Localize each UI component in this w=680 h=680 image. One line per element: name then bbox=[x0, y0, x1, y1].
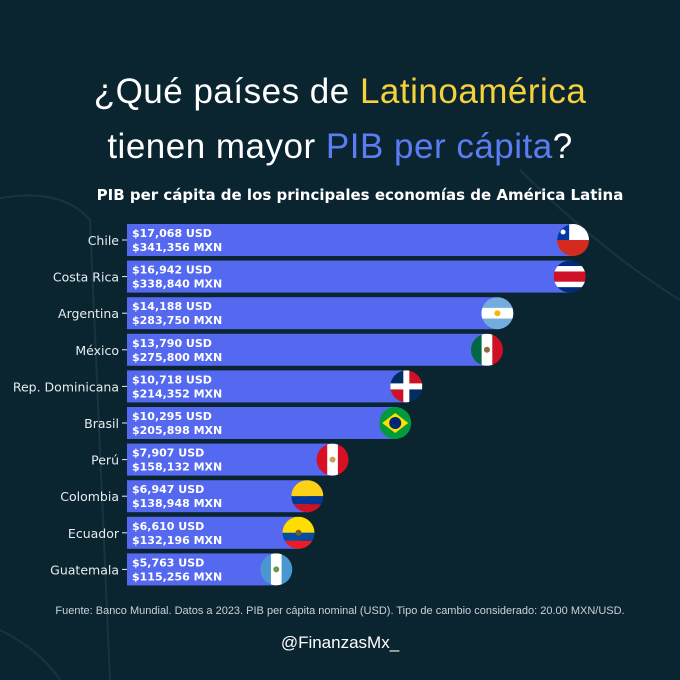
category-label: Brasil bbox=[84, 416, 119, 431]
headline-highlight: PIB per cápita bbox=[325, 127, 553, 166]
bar-row: Chile $17,068 USD$341,356 MXN bbox=[88, 224, 589, 256]
value-label-usd: $17,068 USD bbox=[132, 227, 212, 240]
brazil-flag-icon bbox=[379, 407, 412, 439]
value-label-usd: $13,790 USD bbox=[132, 337, 212, 350]
colombia-flag-icon bbox=[291, 480, 324, 513]
value-label-mxn: $338,840 MXN bbox=[132, 278, 222, 291]
value-label-usd: $16,942 USD bbox=[132, 264, 212, 277]
bar bbox=[127, 370, 409, 403]
ecuador-flag-icon bbox=[282, 516, 315, 549]
bar bbox=[127, 553, 279, 586]
social-handle: @FinanzasMx_ bbox=[280, 633, 400, 652]
category-label: Perú bbox=[91, 453, 119, 468]
bar bbox=[127, 516, 301, 549]
category-label: Costa Rica bbox=[53, 270, 119, 285]
bar-row: México $13,790 USD$275,800 MXN bbox=[75, 333, 503, 366]
chile-flag-icon bbox=[557, 224, 589, 256]
headline-highlight: Latinoamérica bbox=[359, 72, 587, 111]
category-label: Argentina bbox=[58, 306, 119, 321]
category-label: Chile bbox=[88, 233, 120, 248]
bar-row: Ecuador $6,610 USD$132,196 MXN bbox=[68, 516, 315, 549]
bar bbox=[127, 480, 310, 513]
value-label-mxn: $205,898 MXN bbox=[132, 424, 222, 437]
category-label: Ecuador bbox=[68, 526, 120, 541]
chart-title: PIB per cápita de los principales econom… bbox=[96, 186, 624, 204]
headline-line-1: ¿Qué países de Latinoamérica bbox=[0, 72, 680, 112]
value-label-mxn: $132,196 MXN bbox=[132, 534, 222, 547]
category-label: Guatemala bbox=[50, 562, 119, 577]
value-label-usd: $6,947 USD bbox=[132, 483, 204, 496]
bar-row: Colombia $6,947 USD$138,948 MXN bbox=[60, 480, 324, 513]
bar-row: Perú $7,907 USD$158,132 MXN bbox=[91, 443, 349, 476]
guatemala-flag-icon bbox=[260, 553, 293, 586]
bar bbox=[127, 297, 500, 330]
value-label-mxn: $115,256 MXN bbox=[132, 570, 222, 583]
bar bbox=[127, 443, 335, 476]
peru-flag-icon bbox=[316, 443, 349, 476]
bar bbox=[127, 224, 575, 256]
value-label-mxn: $214,352 MXN bbox=[132, 387, 222, 400]
category-label: México bbox=[75, 343, 119, 358]
value-label-mxn: $158,132 MXN bbox=[132, 461, 222, 474]
argentina-flag-icon bbox=[481, 297, 514, 330]
bar bbox=[127, 333, 489, 366]
headline-text: ¿Qué países de bbox=[93, 72, 360, 111]
headline-text: tienen mayor bbox=[107, 127, 326, 166]
bar-row: Argentina $14,188 USD$283,750 MXN bbox=[58, 297, 514, 330]
mexico-flag-icon bbox=[470, 333, 503, 366]
costa-rica-flag-icon bbox=[553, 260, 586, 293]
bar-row: Brasil $10,295 USD$205,898 MXN bbox=[84, 407, 412, 439]
headline-text: ? bbox=[552, 127, 573, 166]
dominican-republic-flag-icon bbox=[390, 370, 423, 403]
headline-line-2: tienen mayor PIB per cápita? bbox=[0, 127, 680, 167]
value-label-usd: $14,188 USD bbox=[132, 300, 212, 313]
source-note: Fuente: Banco Mundial. Datos a 2023. PIB… bbox=[55, 605, 625, 617]
value-label-usd: $5,763 USD bbox=[132, 556, 204, 569]
value-label-usd: $10,295 USD bbox=[132, 410, 212, 423]
category-label: Rep. Dominicana bbox=[13, 379, 119, 394]
value-label-mxn: $283,750 MXN bbox=[132, 314, 222, 327]
value-label-usd: $10,718 USD bbox=[132, 373, 212, 386]
bar-row: Rep. Dominicana $10,718 USD$214,352 MXN bbox=[13, 370, 423, 403]
bar bbox=[127, 407, 398, 439]
bar bbox=[127, 260, 572, 293]
value-label-mxn: $138,948 MXN bbox=[132, 497, 222, 510]
value-label-mxn: $341,356 MXN bbox=[132, 241, 222, 254]
bar-row: Guatemala $5,763 USD$115,256 MXN bbox=[50, 553, 293, 586]
value-label-usd: $6,610 USD bbox=[132, 520, 204, 533]
value-label-mxn: $275,800 MXN bbox=[132, 351, 222, 364]
bar-row: Costa Rica $16,942 USD$338,840 MXN bbox=[53, 260, 586, 293]
value-label-usd: $7,907 USD bbox=[132, 447, 204, 460]
category-label: Colombia bbox=[60, 489, 119, 504]
